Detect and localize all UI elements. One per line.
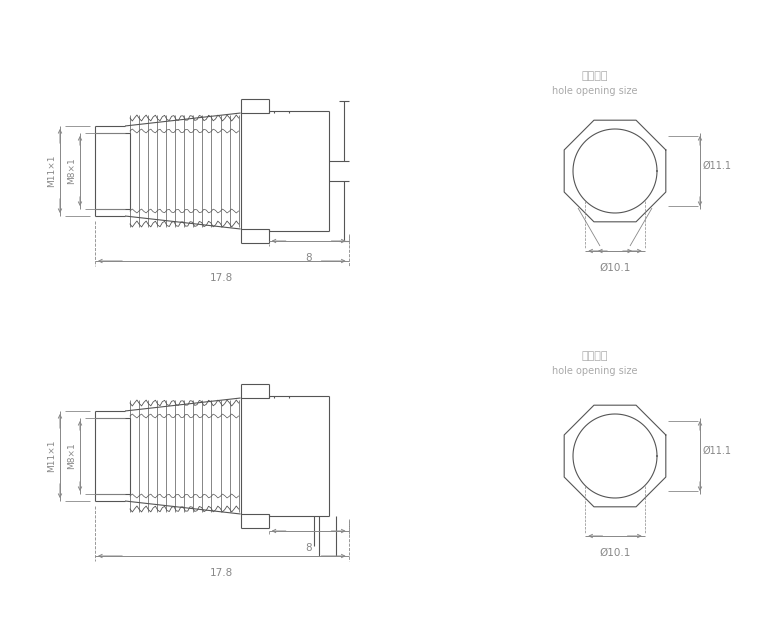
Text: M11×1: M11×1	[47, 440, 56, 472]
Text: Ø11.1: Ø11.1	[703, 446, 732, 456]
Text: Ø11.1: Ø11.1	[703, 161, 732, 171]
Text: M8×1: M8×1	[67, 442, 76, 469]
Text: 8: 8	[305, 543, 312, 553]
Text: M11×1: M11×1	[47, 155, 56, 187]
Text: 开孔尺寸: 开孔尺寸	[581, 351, 608, 361]
Text: 开孔尺寸: 开孔尺寸	[581, 71, 608, 81]
Text: hole opening size: hole opening size	[553, 366, 637, 376]
Text: hole opening size: hole opening size	[553, 86, 637, 96]
Text: 8: 8	[305, 253, 312, 263]
Text: 17.8: 17.8	[210, 568, 233, 578]
Text: M8×1: M8×1	[67, 158, 76, 184]
Text: 17.8: 17.8	[210, 273, 233, 283]
Text: Ø10.1: Ø10.1	[600, 548, 631, 558]
Text: Ø10.1: Ø10.1	[600, 263, 631, 273]
